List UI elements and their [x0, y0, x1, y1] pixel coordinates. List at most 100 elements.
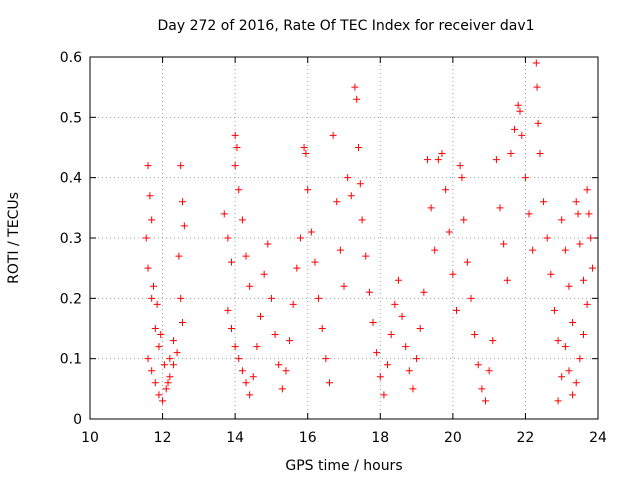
data-point — [228, 258, 236, 266]
data-point — [482, 397, 490, 405]
y-tick-label: 0.6 — [60, 50, 82, 66]
data-point — [561, 246, 569, 254]
data-point — [333, 198, 341, 206]
data-point — [151, 379, 159, 387]
x-tick-label: 10 — [81, 430, 99, 446]
x-tick-label: 18 — [371, 430, 389, 446]
data-point — [148, 216, 156, 224]
data-point — [307, 228, 315, 236]
data-point — [238, 367, 246, 375]
data-points — [142, 59, 597, 405]
data-point — [507, 150, 515, 158]
grid — [90, 57, 598, 419]
data-point — [351, 83, 359, 91]
plot-frame — [89, 56, 599, 420]
data-point — [347, 192, 355, 200]
data-point — [322, 355, 330, 363]
data-point — [253, 343, 261, 351]
data-point — [304, 186, 312, 194]
data-point — [583, 300, 591, 308]
data-point — [144, 162, 152, 170]
data-point — [318, 325, 326, 332]
data-point — [496, 204, 504, 212]
data-point — [376, 373, 384, 381]
data-point — [398, 312, 406, 320]
data-point — [420, 288, 428, 296]
x-tick-label: 22 — [517, 430, 535, 446]
x-tick-label: 24 — [589, 430, 607, 446]
data-point — [180, 222, 188, 230]
data-point — [516, 107, 524, 115]
data-point — [536, 150, 544, 158]
data-point — [166, 373, 174, 381]
data-point — [325, 379, 333, 387]
y-tick-label: 0 — [73, 412, 82, 428]
data-point — [179, 198, 187, 206]
data-point — [489, 337, 497, 345]
data-point — [179, 318, 187, 326]
data-point — [431, 246, 439, 254]
data-point — [463, 258, 471, 266]
y-tick-label: 0.3 — [60, 231, 82, 247]
data-point — [278, 385, 286, 393]
data-point — [246, 282, 254, 290]
data-point — [521, 174, 529, 182]
data-point — [257, 312, 265, 320]
y-tick-label: 0.4 — [60, 171, 82, 187]
y-tick-label: 0.2 — [60, 291, 82, 307]
data-point — [300, 144, 308, 151]
data-point — [233, 144, 241, 151]
data-point — [177, 162, 185, 170]
data-point — [569, 318, 577, 326]
data-point — [558, 216, 566, 224]
data-point — [394, 276, 402, 284]
data-point — [238, 216, 246, 224]
data-point — [554, 397, 562, 405]
data-point — [271, 331, 279, 339]
data-point — [427, 204, 435, 212]
data-point — [438, 150, 446, 158]
data-point — [579, 276, 587, 284]
data-point — [533, 83, 541, 91]
chart-title: Day 272 of 2016, Rate Of TEC Index for r… — [157, 18, 534, 34]
data-point — [155, 343, 163, 351]
data-point — [289, 300, 297, 308]
axis-ticks: 10 12 14 16 18 20 22 24 0 0.1 0.2 0.3 0.4 0.5 0.6 — [60, 50, 607, 446]
data-point — [540, 198, 548, 206]
data-point — [286, 337, 294, 345]
data-point — [525, 210, 533, 218]
data-point — [409, 385, 417, 393]
data-point — [235, 355, 243, 363]
data-point — [142, 234, 150, 242]
data-point — [423, 156, 431, 164]
data-point — [413, 355, 421, 363]
data-point — [534, 119, 542, 127]
data-point — [449, 270, 457, 278]
data-point — [329, 131, 337, 139]
data-point — [155, 391, 163, 399]
data-point — [264, 240, 272, 248]
data-point — [373, 349, 381, 357]
data-point — [514, 101, 522, 109]
data-point — [579, 331, 587, 339]
data-point — [166, 355, 174, 363]
data-point — [416, 325, 424, 332]
data-point — [458, 174, 466, 182]
data-point — [246, 391, 254, 399]
data-point — [160, 361, 168, 369]
data-point — [344, 174, 352, 182]
data-point — [583, 186, 591, 194]
data-point — [356, 180, 364, 188]
data-point — [576, 355, 584, 363]
data-point — [452, 306, 460, 314]
data-point — [543, 234, 551, 242]
data-point — [445, 228, 453, 236]
data-point — [550, 306, 558, 314]
data-point — [572, 198, 580, 206]
data-point — [565, 367, 573, 375]
data-point — [231, 343, 239, 351]
data-point — [474, 361, 482, 369]
data-point — [574, 210, 582, 218]
data-point — [315, 294, 323, 302]
data-point — [173, 349, 181, 357]
